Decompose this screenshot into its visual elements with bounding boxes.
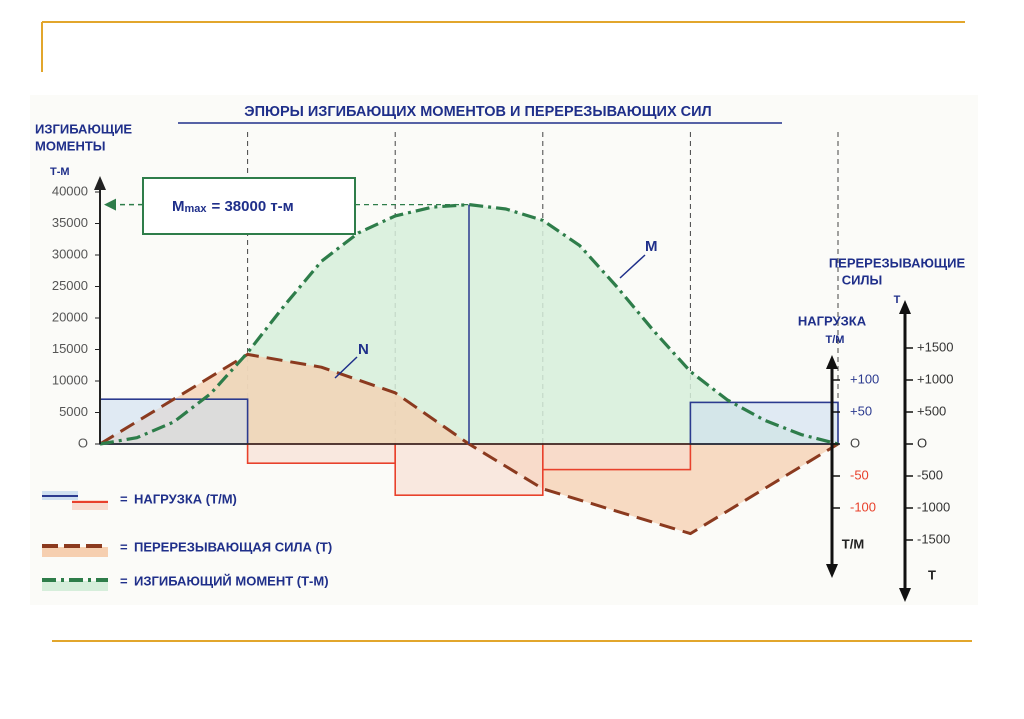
y3-tick-label: -500 — [917, 467, 943, 482]
chart-title: ЭПЮРЫ ИЗГИБАЮЩИХ МОМЕНТОВ И ПЕРЕРЕЗЫВАЮЩ… — [244, 104, 711, 120]
axis-arrow — [826, 355, 838, 369]
load-bar — [394, 443, 544, 497]
load-bar — [689, 401, 839, 445]
y2-tick-label: O — [850, 435, 860, 450]
legend-swatch — [72, 500, 108, 510]
annotation: Mmax = 38000 т-м — [172, 198, 294, 215]
y3-axis-label: СИЛЫ — [842, 272, 883, 287]
legend-separator: = — [120, 491, 128, 506]
legend-separator: = — [120, 573, 128, 588]
y3-axis-unit: Т — [928, 567, 936, 582]
y-tick-label: 20000 — [52, 309, 88, 324]
y2-tick-label: -50 — [850, 467, 869, 482]
y-tick-label: 30000 — [52, 246, 88, 261]
leader — [334, 356, 358, 379]
load-bar — [246, 443, 397, 465]
y2-tick-label: +50 — [850, 403, 872, 418]
y3-tick-label: +500 — [917, 403, 946, 418]
axis-arrow — [899, 300, 911, 314]
y2-tick-label: -100 — [850, 499, 876, 514]
y3-tick-label: -1000 — [917, 499, 950, 514]
y-axis-label: ИЗГИБАЮЩИЕ — [35, 121, 132, 136]
annotation-box — [142, 177, 356, 235]
y3-tick-label: +1000 — [917, 371, 954, 386]
y-tick-label: 10000 — [52, 372, 88, 387]
y3-tick-label: -1500 — [917, 531, 950, 546]
y2-tick-label: +100 — [850, 371, 879, 386]
y3-axis-unit: Т — [894, 294, 901, 306]
annotation-text: = 38000 т-м — [212, 198, 294, 215]
y3-tick-label: +1500 — [917, 339, 954, 354]
annotation-symbol: M — [172, 198, 185, 215]
legend-label: ИЗГИБАЮЩИЙ МОМЕНТ (Т-М) — [134, 573, 329, 588]
y2-axis-label: НАГРУЗКА — [798, 313, 867, 328]
y-axis-label: МОМЕНТЫ — [35, 138, 106, 153]
y-axis-unit: Т-М — [50, 166, 70, 178]
y3-tick-label: O — [917, 435, 927, 450]
load-bar — [541, 443, 692, 471]
y-tick-label: O — [78, 435, 88, 450]
axis-arrow — [826, 564, 838, 578]
leader — [619, 254, 646, 279]
curve-label: N — [358, 341, 369, 358]
load-bar — [99, 398, 249, 445]
y2-axis-unit: Т/М — [842, 536, 864, 551]
legend-label: НАГРУЗКА (Т/М) — [134, 491, 237, 506]
curve-label: M — [645, 238, 658, 255]
legend-swatch — [42, 581, 108, 591]
legend-label: ПЕРЕРЕЗЫВАЮЩАЯ СИЛА (Т) — [134, 539, 332, 554]
y2-axis-unit: Т/М — [826, 334, 845, 346]
y-tick-label: 5000 — [59, 404, 88, 419]
y-tick-label: 35000 — [52, 215, 88, 230]
axis-arrow — [899, 588, 911, 602]
y3-axis-label: ПЕРЕРЕЗЫВАЮЩИЕ — [829, 255, 966, 270]
annotation-subscript: max — [185, 203, 208, 215]
max-arrowhead — [104, 198, 116, 211]
axis-arrow — [94, 176, 106, 190]
moment-line — [99, 203, 839, 446]
y-tick-label: 40000 — [52, 183, 88, 198]
y-tick-label: 25000 — [52, 278, 88, 293]
legend-swatch — [42, 547, 108, 557]
legend-separator: = — [120, 539, 128, 554]
y-tick-label: 15000 — [52, 341, 88, 356]
